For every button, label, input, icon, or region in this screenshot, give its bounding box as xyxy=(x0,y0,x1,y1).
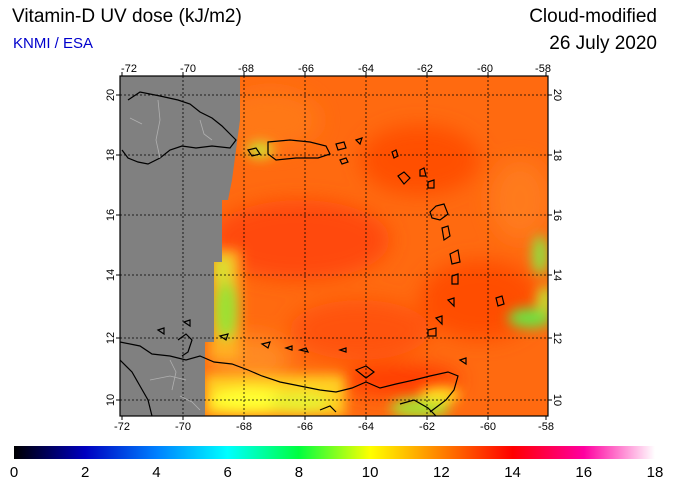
lat-tick-label: 14 xyxy=(551,269,563,281)
lon-tick-label: -58 xyxy=(535,63,551,75)
colorbar-tick-label: 8 xyxy=(294,464,304,481)
lon-tick-label: -60 xyxy=(477,63,493,75)
lat-tick-label: 16 xyxy=(105,209,117,221)
lon-tick-labels-top: -72 -70 -68 -66 -64 -62 -60 -58 xyxy=(121,63,551,75)
tick-marks xyxy=(116,72,552,420)
lat-tick-label: 12 xyxy=(105,332,117,344)
lon-tick-label: -70 xyxy=(180,63,196,75)
colorbar-tick-label: 10 xyxy=(361,464,379,481)
lon-tick-label: -72 xyxy=(114,421,130,433)
lat-tick-labels-right: 10 12 14 16 18 20 xyxy=(551,89,563,406)
lat-tick-labels-left: 10 12 14 16 18 20 xyxy=(105,89,117,406)
date-label: 26 July 2020 xyxy=(549,33,657,54)
lat-tick-label: 10 xyxy=(105,394,117,406)
colorbar-tick-label: 18 xyxy=(646,464,664,481)
lon-tick-label: -64 xyxy=(358,63,374,75)
lon-tick-label: -58 xyxy=(538,421,554,433)
colorbar-tick-label: 14 xyxy=(504,464,521,481)
map-frame xyxy=(119,75,549,417)
lat-tick-label: 18 xyxy=(551,149,563,161)
lon-tick-label: -70 xyxy=(175,421,191,433)
lon-tick-label: -60 xyxy=(480,421,496,433)
no-data-region xyxy=(120,76,240,416)
lat-tick-label: 20 xyxy=(551,89,563,101)
colorbar-tick-label: 4 xyxy=(152,464,161,481)
source-label: KNMI / ESA xyxy=(13,35,94,52)
lat-tick-label: 12 xyxy=(551,332,563,344)
lon-tick-label: -62 xyxy=(417,63,433,75)
borders xyxy=(129,99,213,411)
colorbar-tick-label: 12 xyxy=(432,464,450,481)
lat-tick-label: 16 xyxy=(551,209,563,221)
lon-tick-label: -62 xyxy=(419,421,435,433)
lon-tick-label: -68 xyxy=(238,63,254,75)
colorbar-tick-label: 6 xyxy=(223,464,232,481)
colorbar-tick-label: 0 xyxy=(9,464,19,481)
lon-tick-label: -66 xyxy=(298,63,314,75)
lon-tick-label: -64 xyxy=(358,421,374,433)
lon-tick-label: -68 xyxy=(236,421,252,433)
lon-tick-label: -66 xyxy=(297,421,313,433)
mode-label: Cloud-modified xyxy=(529,6,657,27)
colorbar-tick-label: 2 xyxy=(81,464,90,481)
lat-tick-label: 10 xyxy=(551,394,563,406)
map-title: Vitamin-D UV dose (kJ/m2) xyxy=(12,6,242,27)
lat-tick-label: 18 xyxy=(105,149,117,161)
colorbar-tick-label: 16 xyxy=(575,464,593,481)
coastlines xyxy=(120,91,505,416)
lon-tick-labels-bottom: -72 -70 -68 -66 -64 -62 -60 -58 xyxy=(114,421,554,433)
colorbar xyxy=(14,446,655,459)
lon-tick-label: -72 xyxy=(121,63,137,75)
lat-tick-label: 20 xyxy=(105,89,117,101)
uv-dose-map: -72 -70 -68 -66 -64 -62 -60 -58 -72 -70 … xyxy=(105,63,563,433)
lat-tick-label: 14 xyxy=(105,269,117,281)
graticule xyxy=(120,76,548,416)
dose-field xyxy=(120,76,548,416)
